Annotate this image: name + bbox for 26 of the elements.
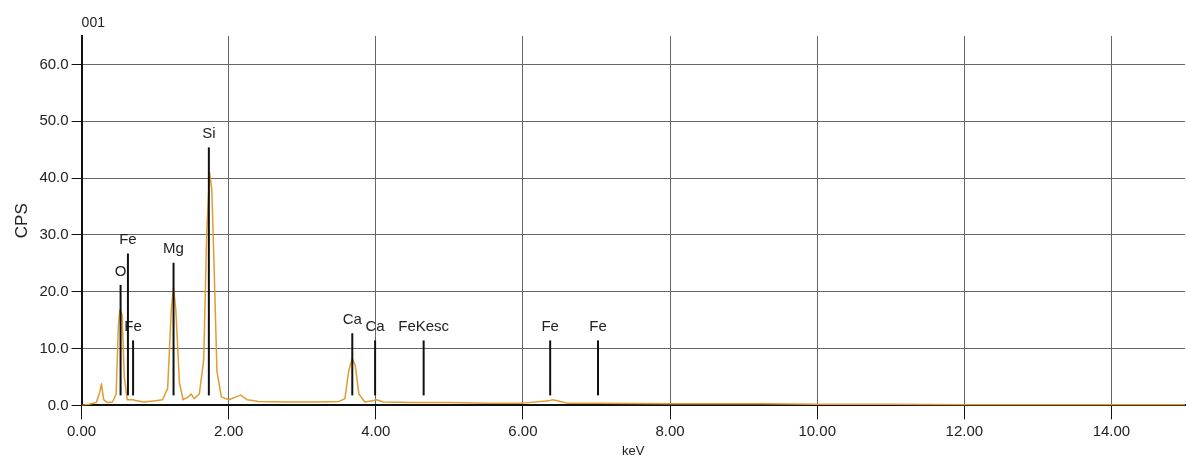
ref-line-label: Si bbox=[202, 124, 216, 142]
ref-line-label: O bbox=[114, 261, 127, 279]
y-tick-label: 0.0 bbox=[47, 395, 69, 413]
x-tick-label: 8.00 bbox=[655, 421, 685, 439]
x-tick-label: 0.00 bbox=[66, 421, 97, 439]
y-tick-label: 10.0 bbox=[39, 338, 69, 356]
x-tick-label: 12.00 bbox=[945, 421, 984, 439]
y-tick-label: 20.0 bbox=[39, 281, 69, 299]
x-tick-label: 10.00 bbox=[798, 421, 836, 439]
y-tick-label: 30.0 bbox=[39, 225, 69, 243]
ref-line-label: Fe bbox=[541, 317, 559, 335]
x-axis-title: keV bbox=[622, 442, 645, 458]
y-tick-label: 50.0 bbox=[39, 111, 69, 129]
x-tick-label: 4.00 bbox=[361, 421, 391, 439]
chart-title: 001 bbox=[81, 13, 106, 30]
ref-line-label: Fe bbox=[589, 317, 607, 335]
ref-line-label: Fe bbox=[119, 230, 137, 248]
x-tick-label: 2.00 bbox=[214, 421, 244, 439]
x-tick-label: 6.00 bbox=[508, 421, 538, 439]
y-axis-title: CPS bbox=[11, 203, 31, 239]
y-tick-label: 40.0 bbox=[39, 168, 69, 186]
ref-line-label: Mg bbox=[163, 239, 184, 257]
y-tick-label: 60.0 bbox=[39, 54, 69, 72]
x-tick-label: 14.00 bbox=[1092, 421, 1131, 439]
ref-line-label: Ca bbox=[342, 309, 363, 327]
ref-line-label: FeKesc bbox=[398, 317, 450, 335]
